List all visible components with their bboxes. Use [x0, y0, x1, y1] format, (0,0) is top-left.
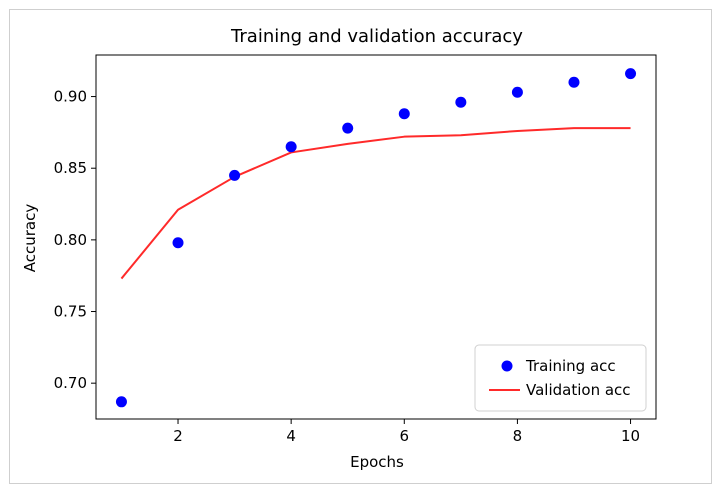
x-axis-label: Epochs — [350, 453, 404, 471]
series-layer — [115, 68, 637, 408]
y-tick-label: 0.70 — [54, 374, 87, 392]
x-tick-label: 10 — [621, 427, 640, 445]
legend-box — [474, 344, 647, 412]
y-tick-label: 0.85 — [54, 159, 87, 177]
training-acc-point — [568, 76, 580, 88]
x-tick-label: 4 — [286, 427, 296, 445]
y-axis-ticks: 0.70 0.75 0.80 0.85 0.90 — [54, 88, 96, 392]
training-acc-point — [625, 68, 637, 80]
x-tick-label: 6 — [400, 427, 410, 445]
training-acc-point — [398, 108, 410, 120]
training-acc-point — [455, 96, 467, 108]
training-acc-point — [229, 169, 241, 181]
legend-training-marker — [501, 360, 513, 372]
legend-training-label: Training acc — [525, 357, 616, 375]
validation-acc-line — [120, 127, 631, 280]
training-acc-point — [342, 122, 354, 134]
x-tick-label: 8 — [513, 427, 523, 445]
y-tick-label: 0.75 — [54, 303, 87, 321]
training-acc-point — [172, 237, 184, 249]
y-tick-label: 0.80 — [54, 231, 87, 249]
legend-validation-label: Validation acc — [526, 381, 631, 399]
chart-title: Training and validation accuracy — [230, 26, 523, 47]
training-acc-point — [511, 86, 523, 98]
x-tick-label: 2 — [173, 427, 183, 445]
y-axis-label: Accuracy — [21, 204, 39, 273]
x-axis-ticks: 2 4 6 8 10 — [173, 419, 640, 445]
training-acc-point — [285, 141, 297, 153]
legend: Training acc Validation acc — [474, 344, 647, 412]
training-acc-point — [115, 396, 127, 408]
y-tick-label: 0.90 — [54, 88, 87, 106]
